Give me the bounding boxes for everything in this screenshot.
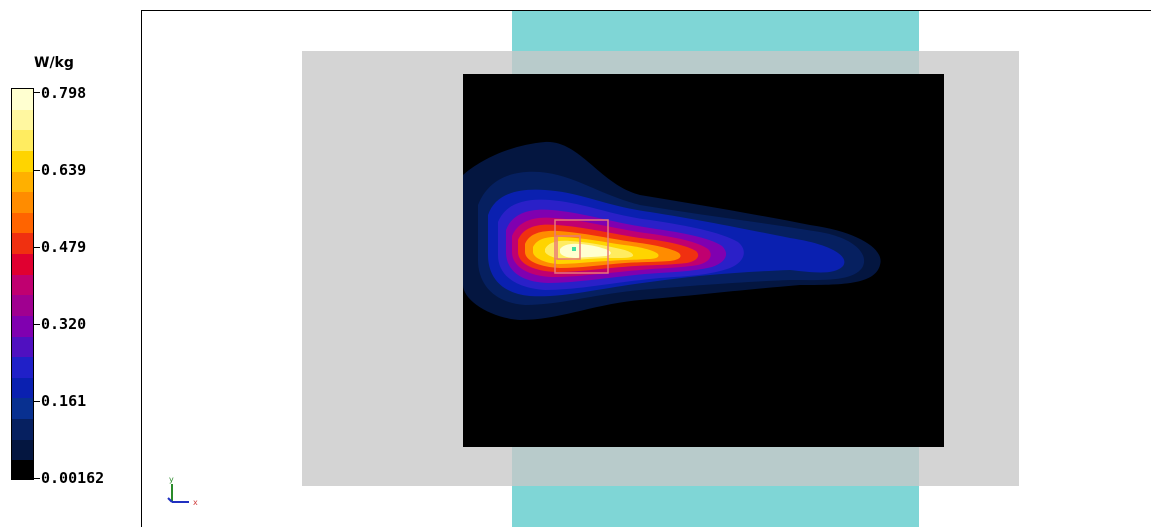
tick-mark [34,478,40,479]
axis-y-label: y [169,475,174,484]
color-scale-segment [12,130,33,151]
legend-unit-label: W/kg [34,55,74,71]
axes-orientation-icon: y x [167,475,198,507]
color-scale-segment [12,109,33,131]
peak-cube-box [556,235,581,260]
tick-mark [34,401,40,402]
color-scale-segment [12,398,33,419]
z-axis-icon [167,497,173,503]
legend-tick-value: 0.320 [41,315,87,333]
zoom-scan-box [554,219,609,274]
legend-tick-value: 0.639 [41,161,87,179]
peak-point-marker [572,247,576,251]
tick-mark [34,92,40,93]
color-scale-segment [12,439,33,461]
color-scale-segment [12,357,33,378]
legend-tick-value: 0.479 [41,238,87,256]
color-scale-bar [11,88,34,480]
3d-viewport[interactable] [141,10,1151,527]
tick-mark [34,170,40,171]
axis-x-label: x [193,498,198,507]
sar-distribution [463,141,881,320]
color-scale-segment [12,171,33,193]
color-scale-segment [12,233,33,254]
color-scale-segment [12,192,33,213]
color-scale-segment [12,419,33,440]
color-scale-segment [12,254,33,275]
color-scale-segment [12,274,33,296]
color-scale-segment [12,460,33,479]
color-scale-segment [12,295,33,316]
color-scale-segment [12,315,33,337]
color-scale-segment [12,336,33,358]
color-scale-segment [12,150,33,172]
color-scale-segment [12,89,33,110]
legend-min-value: 0.00162 [41,469,105,487]
sar-color-legend: W/kg 0.798 0.639 0.479 0.320 0.161 0.001… [0,0,140,527]
legend-max-value: 0.798 [41,84,87,102]
color-scale-segment [12,377,33,399]
color-scale-segment [12,212,33,234]
tick-mark [34,324,40,325]
tick-mark [34,247,40,248]
legend-tick-value: 0.161 [41,392,87,410]
